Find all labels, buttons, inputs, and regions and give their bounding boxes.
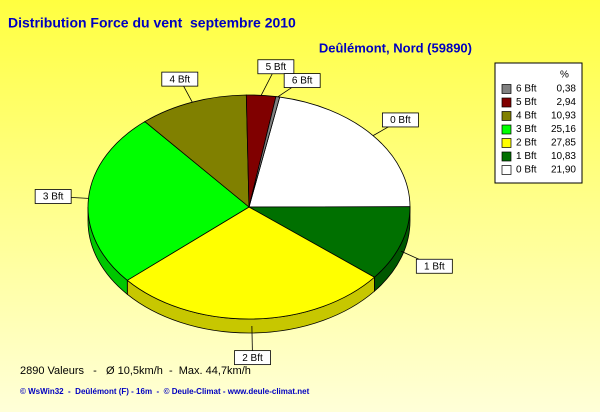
chart-subtitle: Deûlémont, Nord (59890) <box>319 40 472 55</box>
slice-label: 1 Bft <box>424 261 445 272</box>
label-box <box>34 189 72 204</box>
slice <box>87 121 250 281</box>
legend-label: 6 Bft <box>516 84 537 95</box>
slice-label: 4 Bft <box>170 74 191 85</box>
chart-title: Distribution Force du vent septembre 201… <box>8 15 296 31</box>
legend-label: 5 Bft <box>516 97 537 108</box>
credit: © WsWin32 - Deûlémont (F) - 16m - © Deul… <box>20 387 310 396</box>
legend-label: 1 Bft <box>516 151 537 162</box>
legend-box <box>494 62 583 184</box>
footer: 2890 Valeurs - Ø 10,5km/h - Max. 44,7km/… <box>20 365 251 377</box>
legend-value: 27,85 <box>551 138 576 149</box>
legend-value: 2,94 <box>557 97 577 108</box>
legend-label: 4 Bft <box>516 111 537 122</box>
legend-value: 25,16 <box>551 124 576 135</box>
legend-label: 3 Bft <box>516 124 537 135</box>
legend-swatch <box>501 165 512 175</box>
legend-value: 21,90 <box>551 165 576 176</box>
slice <box>247 206 411 278</box>
legend-swatch <box>501 84 512 94</box>
legend-swatch <box>501 124 512 135</box>
label-box <box>234 350 271 366</box>
legend-swatch <box>501 97 512 108</box>
slice-label: 6 Bft <box>292 76 313 87</box>
label-box <box>283 73 321 88</box>
slice <box>126 206 376 320</box>
legend-swatch <box>501 111 512 121</box>
legend-label: 0 Bft <box>516 165 537 176</box>
label-box <box>257 59 295 75</box>
pie: 0 Bft 1 Bft 2 Bft 3 Bft 4 Bft 5 Bft 6 Bft <box>34 59 453 366</box>
slice <box>248 96 281 208</box>
slice <box>248 96 411 208</box>
label-box <box>415 258 453 274</box>
label-box <box>381 112 419 128</box>
legend: % 6 Bft 0,38 5 Bft 2,94 4 Bft 10,93 3 Bft 25,16… <box>494 62 583 184</box>
legend-value: 10,93 <box>551 111 576 122</box>
label-box <box>161 71 199 87</box>
legend-swatch <box>501 138 512 148</box>
legend-label: 2 Bft <box>516 138 537 149</box>
slice-label: 0 Bft <box>390 115 411 126</box>
slice-label: 2 Bft <box>242 353 263 364</box>
legend-swatch <box>501 151 512 162</box>
slice-label: 3 Bft <box>43 192 64 203</box>
legend-value: 0,38 <box>557 84 577 95</box>
legend-value: 10,83 <box>551 151 576 162</box>
slice <box>144 94 250 208</box>
legend-title: % <box>560 70 569 81</box>
slice-label: 5 Bft <box>266 62 287 73</box>
